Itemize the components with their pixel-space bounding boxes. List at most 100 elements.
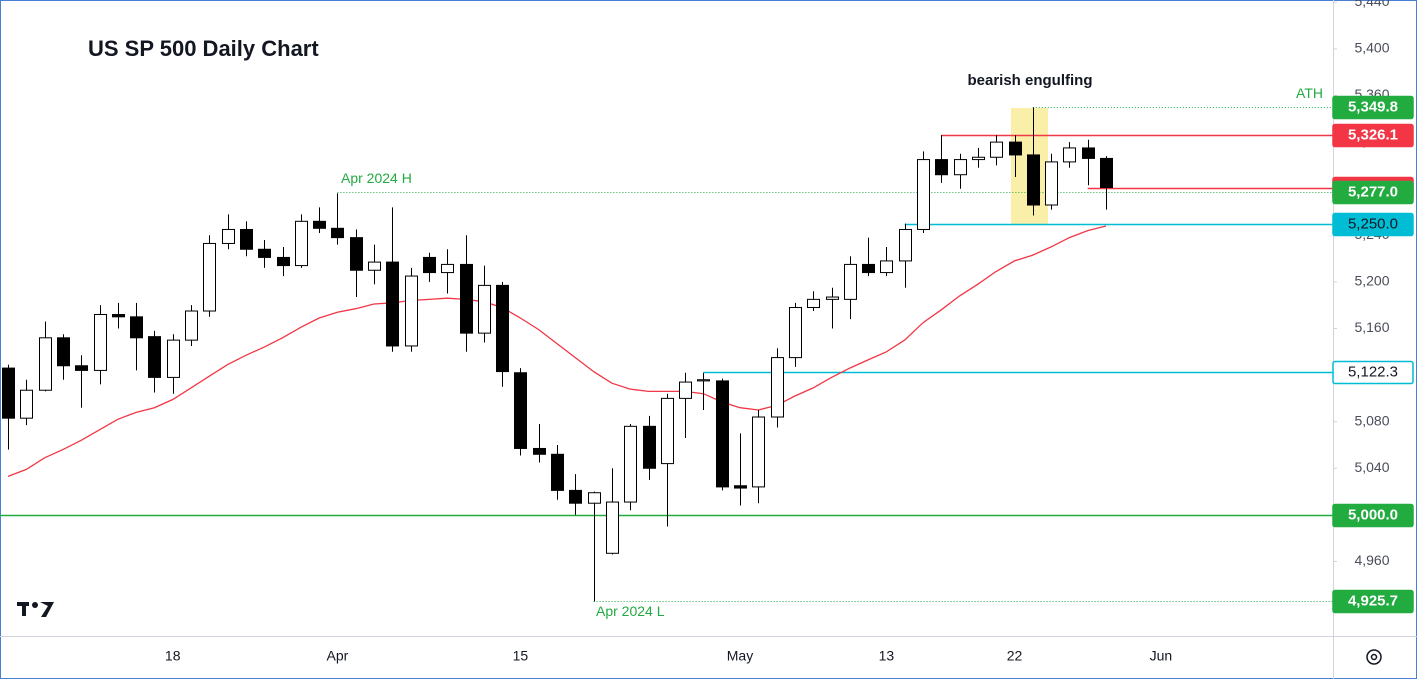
candle-body [130,316,143,339]
candle-body [734,485,747,489]
candle-body [1100,157,1113,189]
candle-body [697,379,710,382]
candle-body [624,425,637,503]
level-label: 5,000.0 [1348,506,1398,523]
candle-body [75,365,88,371]
candle-body [551,453,564,491]
settings-icon[interactable] [1366,649,1382,665]
candle-body [496,284,509,373]
candle-body [167,339,180,378]
candle-body [789,307,802,359]
y-tick-label: 5,440 [1354,0,1389,9]
candle-body [1045,161,1058,206]
candle-body [588,492,601,504]
level-label-box [1332,360,1414,385]
candle-body [277,256,290,267]
tradingview-logo [17,602,54,617]
level-note: ATH [1296,85,1323,101]
candle-body [899,228,912,262]
moving-average [7,225,1107,478]
level-label: 5,250.0 [1348,215,1398,232]
candle-body [771,357,784,418]
ma-line [7,225,1107,478]
candle-body [94,314,107,371]
candle-body [112,314,125,318]
candle-body [1027,154,1040,206]
candle-body [331,227,344,239]
candle-body [514,372,527,449]
candle-body [862,263,875,274]
candle-body [606,501,619,554]
candle-body [203,242,216,312]
candle-body [990,141,1003,158]
candle-body [185,310,198,341]
y-tick-label: 4,960 [1354,552,1389,568]
candle-body [350,237,363,271]
candle-body [148,336,161,378]
candle-body [460,263,473,334]
level-label: 4,925.7 [1348,592,1398,609]
level-note: Apr 2024 L [596,603,665,619]
level-label-box [1332,180,1414,205]
candle-body [1082,147,1095,159]
candle-body [423,256,436,274]
level-label-box [1332,212,1414,237]
candle-body [313,220,326,229]
level-label-box [1332,503,1414,528]
x-tick-label: 13 [879,648,895,664]
y-tick-label: 5,400 [1354,40,1389,56]
candle-body [716,380,729,488]
level-label: 5,326.1 [1348,126,1398,143]
candle-body [20,389,33,419]
chart-title: US SP 500 Daily Chart [88,36,319,61]
level-label-box [1332,95,1414,120]
candle-body [57,337,70,367]
y-tick-label: 5,040 [1354,459,1389,475]
candle-body [972,156,985,161]
candle-body [935,159,948,176]
candle-body [679,381,692,399]
level-note: Apr 2024 H [341,170,412,186]
candle-body [661,397,674,465]
candle-body [405,275,418,347]
levels: ATH Apr 2024 H Apr 2024 L [0,85,1333,619]
level-label: 5,349.8 [1348,98,1398,115]
level-labels: 5,349.85,326.15,281.05,277.05,250.05,122… [1332,95,1414,614]
candle-body [39,337,52,391]
candle-body [386,261,399,347]
candle-body [441,263,454,274]
candle-body [258,248,271,258]
level-label: 5,277.0 [1348,183,1398,200]
candle-body [752,416,765,488]
level-label-box [1332,123,1414,148]
candle-body [368,261,381,271]
candle-body [807,298,820,309]
candle-body [1009,141,1022,156]
x-tick-label: 15 [513,648,529,664]
candle-body [240,228,253,250]
x-tick-label: Jun [1150,648,1173,664]
level-label: 5,122.3 [1348,363,1398,380]
candle-body [2,367,15,419]
candle-body [954,159,967,176]
x-tick-label: May [727,648,753,664]
candle-body [222,228,235,244]
candle-body [880,260,893,274]
level-label-box [1332,589,1414,614]
x-tick-label: Apr [327,648,349,664]
x-tick-label: 22 [1007,648,1023,664]
candle-body [826,296,839,300]
candle-body [917,159,930,230]
x-tick-label: 18 [165,648,181,664]
y-tick-label: 5,200 [1354,273,1389,289]
candle-body [478,284,491,334]
candle-body [569,489,582,504]
candle-body [643,425,656,469]
y-tick-label: 5,080 [1354,412,1389,428]
candle-body [533,447,546,455]
candles [2,107,1113,602]
candle-body [1063,147,1076,163]
pattern-label: bearish engulfing [967,72,1092,89]
